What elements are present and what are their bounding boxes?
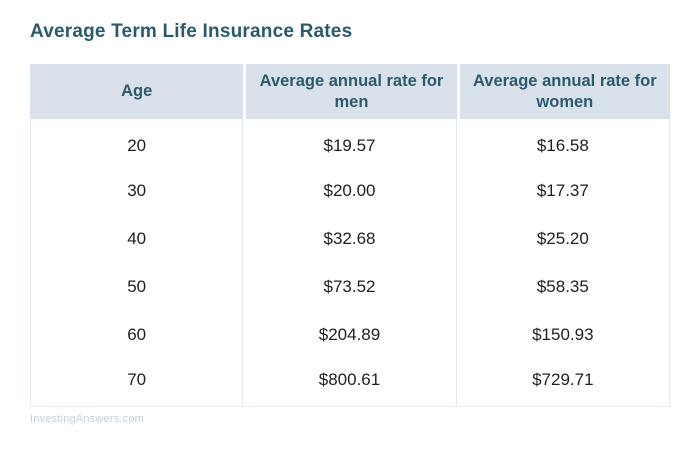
cell-men: $800.61 <box>243 359 457 407</box>
header-cell-men: Average annual rate for men <box>243 64 457 119</box>
table-body: 20 $19.57 $16.58 30 $20.00 $17.37 40 $32… <box>30 119 670 407</box>
source-attribution: InvestingAnswers.com <box>30 413 145 425</box>
cell-women: $25.20 <box>456 215 670 263</box>
header-cell-women: Average annual rate for women <box>456 64 670 119</box>
rates-table: Age Average annual rate for men Average … <box>30 64 670 407</box>
cell-age: 60 <box>30 311 244 359</box>
cell-age: 30 <box>30 167 244 215</box>
header-row: Age Average annual rate for men Average … <box>30 64 670 119</box>
cell-women: $17.37 <box>456 167 670 215</box>
cell-men: $204.89 <box>243 311 457 359</box>
cell-men: $20.00 <box>243 167 457 215</box>
table-row: 60 $204.89 $150.93 <box>30 311 670 359</box>
cell-men: $19.57 <box>243 119 457 167</box>
table-row: 40 $32.68 $25.20 <box>30 215 670 263</box>
cell-age: 70 <box>30 359 244 407</box>
table-row: 50 $73.52 $58.35 <box>30 263 670 311</box>
table-row: 70 $800.61 $729.71 <box>30 359 670 407</box>
cell-age: 20 <box>30 119 244 167</box>
cell-men: $73.52 <box>243 263 457 311</box>
cell-women: $729.71 <box>456 359 670 407</box>
table-row: 30 $20.00 $17.37 <box>30 167 670 215</box>
page-title: Average Term Life Insurance Rates <box>30 21 353 42</box>
table-row: 20 $19.57 $16.58 <box>30 119 670 167</box>
table-header: Age Average annual rate for men Average … <box>30 64 670 119</box>
cell-women: $58.35 <box>456 263 670 311</box>
header-cell-age: Age <box>30 64 244 119</box>
cell-age: 50 <box>30 263 244 311</box>
cell-women: $16.58 <box>456 119 670 167</box>
cell-men: $32.68 <box>243 215 457 263</box>
cell-women: $150.93 <box>456 311 670 359</box>
cell-age: 40 <box>30 215 244 263</box>
